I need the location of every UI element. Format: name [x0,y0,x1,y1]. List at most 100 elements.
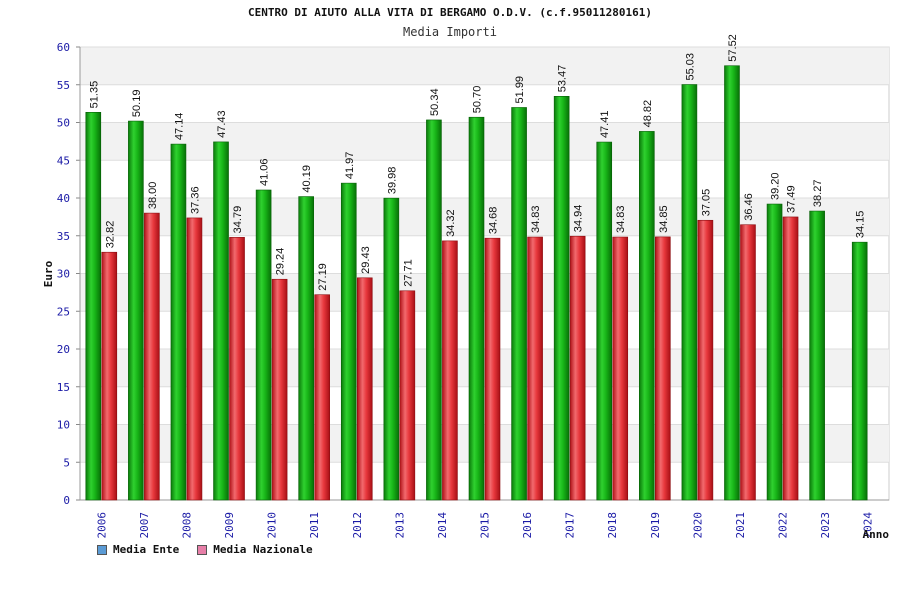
x-tick-label-2015: 2015 [479,512,492,539]
bar-media-ente-2020 [681,84,698,501]
data-label-media-ente-2016: 51.99 [514,76,526,104]
data-label-media-ente-2008: 47.14 [173,113,185,141]
legend: Media Ente Media Nazionale [97,543,313,556]
legend-item-media-ente: Media Ente [97,543,179,556]
bar-media-ente-2018 [596,141,613,501]
data-label-media-ente-2007: 50.19 [131,90,143,118]
data-label-media-nazionale-2012: 29.43 [360,246,372,274]
data-label-media-ente-2010: 41.06 [259,158,271,186]
data-label-media-nazionale-2010: 29.24 [275,248,287,276]
y-tick-label: 0 [63,494,70,507]
x-tick-label-2022: 2022 [777,512,790,539]
data-label-media-nazionale-2022: 37.49 [786,185,798,213]
data-label-media-ente-2020: 55.03 [684,53,696,81]
x-tick-label-2024: 2024 [862,512,875,539]
data-label-media-ente-2012: 41.97 [344,152,356,180]
y-tick-label: 35 [57,230,70,243]
y-tick-label: 50 [57,117,70,130]
bar-media-ente-2022 [766,203,783,501]
bar-media-nazionale-2020 [697,219,714,501]
bar-media-nazionale-2006 [101,251,118,501]
x-tick-label-2013: 2013 [393,512,406,539]
data-label-media-ente-2006: 51.35 [88,81,100,109]
data-label-media-ente-2009: 47.43 [216,110,228,138]
grid-band [80,47,889,85]
bar-media-nazionale-2021 [740,224,756,501]
data-label-media-nazionale-2011: 27.19 [317,263,329,291]
y-tick-label: 15 [57,381,70,394]
bar-media-nazionale-2012 [356,277,373,501]
legend-item-media-nazionale: Media Nazionale [197,543,313,556]
x-tick-label-2019: 2019 [649,512,662,539]
bar-media-ente-2019 [639,131,655,501]
data-label-media-ente-2019: 48.82 [642,100,654,128]
bar-media-nazionale-2018 [612,236,629,501]
bar-media-ente-2012 [340,182,357,501]
x-tick-label-2023: 2023 [819,512,832,539]
bar-media-ente-2014 [426,119,442,501]
x-axis-label: Anno [863,528,890,541]
bar-media-ente-2011 [298,196,314,501]
legend-label-media-nazionale: Media Nazionale [213,543,313,556]
data-label-media-nazionale-2009: 34.79 [232,206,244,234]
bar-media-nazionale-2015 [484,237,501,501]
bar-media-ente-2013 [383,197,400,501]
bar-media-nazionale-2010 [271,278,288,501]
y-tick-label: 10 [57,419,70,432]
y-tick-label: 5 [63,456,70,469]
data-label-media-nazionale-2017: 34.94 [573,205,585,233]
y-tick-label: 45 [57,154,70,167]
bar-media-nazionale-2013 [399,290,416,501]
x-tick-label-2009: 2009 [223,512,236,539]
x-tick-label-2014: 2014 [436,512,449,539]
data-label-media-ente-2024: 34.15 [855,211,867,239]
legend-swatch-media-nazionale [197,544,208,555]
bar-media-ente-2017 [553,96,570,501]
y-axis-label: Euro [42,260,55,287]
bar-media-nazionale-2007 [144,212,160,501]
chart-title: CENTRO DI AIUTO ALLA VITA DI BERGAMO O.D… [248,6,652,19]
bar-media-ente-2008 [170,143,187,501]
bar-media-nazionale-2019 [655,236,671,501]
bar-media-ente-2010 [255,189,272,501]
data-label-media-ente-2015: 50.70 [472,86,484,114]
x-tick-label-2011: 2011 [308,512,321,539]
data-label-media-ente-2022: 39.20 [770,173,782,201]
y-tick-label: 55 [57,79,70,92]
y-tick-label: 30 [57,268,70,281]
x-tick-label-2018: 2018 [606,512,619,539]
data-label-media-nazionale-2015: 34.68 [488,207,500,235]
bar-media-ente-2021 [724,65,740,501]
data-label-media-ente-2018: 47.41 [599,111,611,139]
data-label-media-ente-2011: 40.19 [301,165,313,193]
x-tick-label-2010: 2010 [266,512,279,539]
data-label-media-ente-2013: 39.98 [386,167,398,195]
chart-subtitle: Media Importi [403,25,497,39]
data-label-media-nazionale-2019: 34.85 [658,205,670,233]
x-tick-label-2007: 2007 [138,512,151,539]
bar-media-nazionale-2022 [782,216,799,501]
bar-media-ente-2024 [851,241,868,501]
data-label-media-nazionale-2006: 32.82 [104,221,116,249]
y-tick-label: 40 [57,192,70,205]
x-tick-label-2020: 2020 [691,512,704,539]
bar-media-ente-2016 [511,107,527,501]
y-tick-label: 20 [57,343,70,356]
y-tick-label: 25 [57,305,70,318]
data-label-media-nazionale-2020: 37.05 [700,189,712,217]
bar-media-ente-2007 [128,120,144,501]
bar-media-nazionale-2016 [527,236,543,501]
bar-media-ente-2023 [809,210,825,501]
data-label-media-nazionale-2016: 34.83 [530,206,542,234]
x-tick-label-2006: 2006 [95,512,108,539]
data-label-media-nazionale-2013: 27.71 [402,259,414,287]
x-tick-label-2016: 2016 [521,512,534,539]
x-tick-label-2017: 2017 [564,512,577,539]
bar-media-nazionale-2011 [314,294,330,501]
x-tick-label-2008: 2008 [180,512,193,539]
bar-media-nazionale-2008 [186,217,203,501]
bar-media-nazionale-2017 [569,235,586,501]
bar-media-ente-2006 [85,112,102,501]
data-label-media-nazionale-2018: 34.83 [615,206,627,234]
